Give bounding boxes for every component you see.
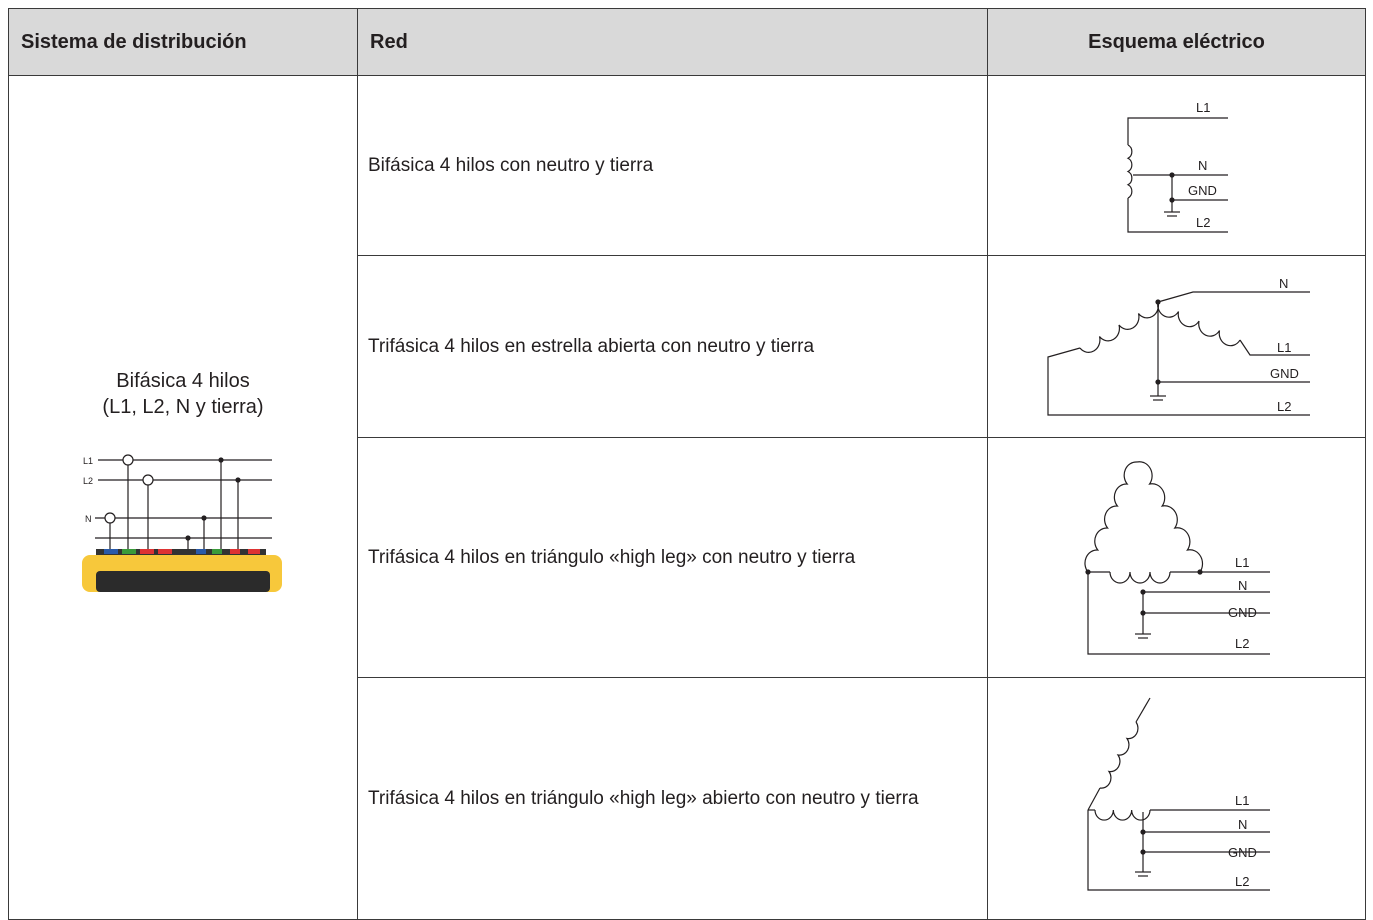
wire xyxy=(1127,117,1228,145)
wire xyxy=(1047,347,1310,416)
wire-label: GND xyxy=(1188,183,1217,198)
system-title: Bifásica 4 hilos xyxy=(116,370,250,392)
diagram-2: N L1 GND L2 xyxy=(1047,276,1310,416)
coil xyxy=(1126,144,1133,199)
wire-label: N xyxy=(1238,578,1247,593)
wire xyxy=(201,515,207,521)
coil xyxy=(1084,461,1138,573)
device-label: N xyxy=(85,514,92,524)
diagram-4: L1 N GND L2 xyxy=(1087,697,1270,891)
wire-label: L2 xyxy=(1196,215,1210,230)
diagram-3: L1 N GND L2 xyxy=(1084,461,1270,655)
system-subtitle: (L1, L2, N y tierra) xyxy=(102,396,264,418)
wire xyxy=(1085,569,1091,575)
wire-label: L1 xyxy=(1196,100,1210,115)
wire-label: N xyxy=(1279,276,1288,291)
network-text: Trifásica 4 hilos en estrella abierta co… xyxy=(368,336,815,357)
wire xyxy=(1169,172,1175,178)
network-text: Bifásica 4 hilos con neutro y tierra xyxy=(368,155,654,176)
wire xyxy=(1127,198,1228,233)
device-label: L2 xyxy=(83,476,93,486)
wire xyxy=(96,549,266,555)
wire-label: N xyxy=(1238,817,1247,832)
wire-label: GND xyxy=(1228,605,1257,620)
wire xyxy=(1155,299,1161,305)
wire xyxy=(158,549,172,554)
network-text: Trifásica 4 hilos en triángulo «high leg… xyxy=(368,788,919,809)
wire xyxy=(1087,572,1270,655)
wire xyxy=(104,549,118,554)
wire xyxy=(122,549,136,554)
coil xyxy=(1109,571,1171,584)
wire xyxy=(1169,197,1175,203)
wire xyxy=(1140,829,1146,835)
wire xyxy=(96,571,270,592)
wire-label: GND xyxy=(1270,366,1299,381)
coil xyxy=(1094,809,1151,821)
wire xyxy=(1239,339,1310,356)
wire xyxy=(230,549,240,554)
wire xyxy=(1140,849,1146,855)
header-text: Esquema eléctrico xyxy=(1088,30,1265,53)
wire xyxy=(1087,810,1270,891)
wire xyxy=(1135,697,1151,723)
wire-label: L1 xyxy=(1235,793,1249,808)
wire xyxy=(140,549,154,554)
coil xyxy=(1136,461,1204,573)
wire-label: N xyxy=(1198,158,1207,173)
wire xyxy=(1140,589,1146,595)
wire xyxy=(1087,787,1101,811)
wire xyxy=(1197,569,1203,575)
header-text: Sistema de distribución xyxy=(21,30,247,53)
device-label: L1 xyxy=(83,456,93,466)
wire-label: L2 xyxy=(1235,874,1249,889)
coil xyxy=(1099,721,1139,789)
wire-label: GND xyxy=(1228,845,1257,860)
header-text: Red xyxy=(370,30,408,53)
wire xyxy=(212,549,222,554)
wire xyxy=(1157,291,1310,303)
wire-label: L2 xyxy=(1235,636,1249,651)
wire xyxy=(1155,379,1161,385)
wire xyxy=(1140,610,1146,616)
wire xyxy=(248,549,260,554)
coil xyxy=(1079,301,1160,353)
coil xyxy=(1157,301,1241,347)
wire xyxy=(196,549,206,554)
wire xyxy=(218,457,224,463)
wire-label: L1 xyxy=(1277,340,1291,355)
wire-label: L2 xyxy=(1277,399,1291,414)
wire xyxy=(142,474,154,486)
wire xyxy=(185,535,191,541)
wire xyxy=(104,512,116,524)
wire-label: L1 xyxy=(1235,555,1249,570)
wire xyxy=(122,454,134,466)
header-cell: Esquema eléctrico xyxy=(987,8,1366,76)
network-text: Trifásica 4 hilos en triángulo «high leg… xyxy=(368,547,856,568)
device-icon: L1 L2 N xyxy=(82,454,282,592)
wire xyxy=(235,477,241,483)
header-cell: Sistema de distribución xyxy=(8,8,358,76)
diagram-1: L1 N GND L2 xyxy=(1126,100,1228,233)
